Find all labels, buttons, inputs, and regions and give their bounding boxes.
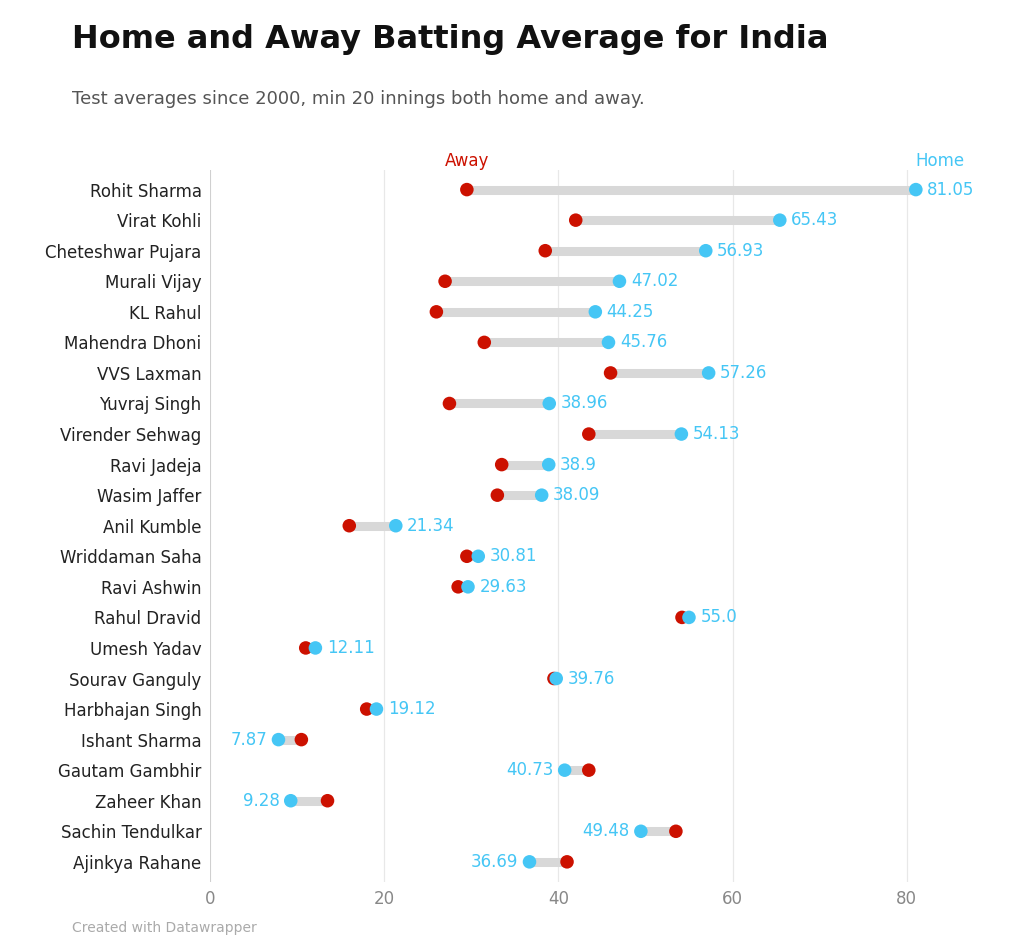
Point (546, 671, 562, 687)
Point (298, 640, 314, 655)
Text: 49.48: 49.48 (583, 822, 630, 840)
Text: 54.13: 54.13 (692, 425, 740, 443)
Point (441, 396, 458, 411)
Point (293, 732, 309, 747)
Point (697, 243, 714, 258)
Text: 56.93: 56.93 (717, 241, 765, 259)
Point (388, 518, 404, 533)
Point (437, 273, 454, 289)
Point (556, 763, 572, 778)
Text: Created with Datawrapper: Created with Datawrapper (72, 921, 256, 935)
Point (494, 457, 510, 472)
Text: 21.34: 21.34 (408, 517, 455, 535)
Point (673, 426, 689, 441)
Point (459, 182, 475, 197)
Point (358, 702, 375, 717)
Point (541, 457, 557, 472)
Text: 57.26: 57.26 (720, 364, 767, 382)
Text: 36.69: 36.69 (471, 852, 518, 870)
Point (450, 579, 466, 594)
Point (668, 824, 684, 839)
Point (319, 793, 336, 808)
Text: 65.43: 65.43 (792, 211, 839, 229)
Text: Away: Away (444, 152, 489, 170)
Text: Home: Home (915, 152, 965, 170)
Text: 29.63: 29.63 (479, 578, 526, 596)
Text: 45.76: 45.76 (620, 334, 667, 352)
Point (460, 579, 476, 594)
Point (341, 518, 357, 533)
Point (633, 824, 649, 839)
Point (600, 335, 616, 350)
Point (521, 854, 538, 869)
Point (270, 732, 287, 747)
Text: Home and Away Batting Average for India: Home and Away Batting Average for India (72, 24, 828, 55)
Text: Test averages since 2000, min 20 innings both home and away.: Test averages since 2000, min 20 innings… (72, 90, 644, 108)
Point (470, 549, 486, 564)
Text: 38.96: 38.96 (560, 394, 608, 412)
Point (537, 243, 553, 258)
Text: 12.11: 12.11 (327, 639, 375, 657)
Point (428, 305, 444, 320)
Point (907, 182, 924, 197)
Point (489, 488, 506, 503)
Point (581, 426, 597, 441)
Point (541, 396, 557, 411)
Text: 9.28: 9.28 (243, 792, 280, 810)
Point (581, 763, 597, 778)
Point (476, 335, 493, 350)
Point (369, 702, 385, 717)
Text: 47.02: 47.02 (631, 273, 678, 290)
Text: 44.25: 44.25 (606, 303, 654, 321)
Text: 39.76: 39.76 (567, 670, 615, 687)
Point (587, 305, 603, 320)
Point (602, 365, 618, 380)
Point (459, 549, 475, 564)
Point (681, 610, 697, 625)
Text: 38.09: 38.09 (553, 487, 600, 505)
Point (567, 212, 584, 227)
Point (283, 793, 299, 808)
Point (772, 212, 788, 227)
Text: 19.12: 19.12 (388, 700, 435, 718)
Point (700, 365, 717, 380)
Point (559, 854, 575, 869)
Point (674, 610, 690, 625)
Text: 30.81: 30.81 (489, 547, 538, 565)
Point (611, 273, 628, 289)
Text: 55.0: 55.0 (700, 608, 737, 626)
Point (534, 488, 550, 503)
Text: 81.05: 81.05 (927, 181, 975, 199)
Point (307, 640, 324, 655)
Text: 38.9: 38.9 (560, 455, 597, 473)
Point (548, 671, 564, 687)
Text: 40.73: 40.73 (506, 761, 553, 779)
Text: 7.87: 7.87 (230, 731, 267, 749)
